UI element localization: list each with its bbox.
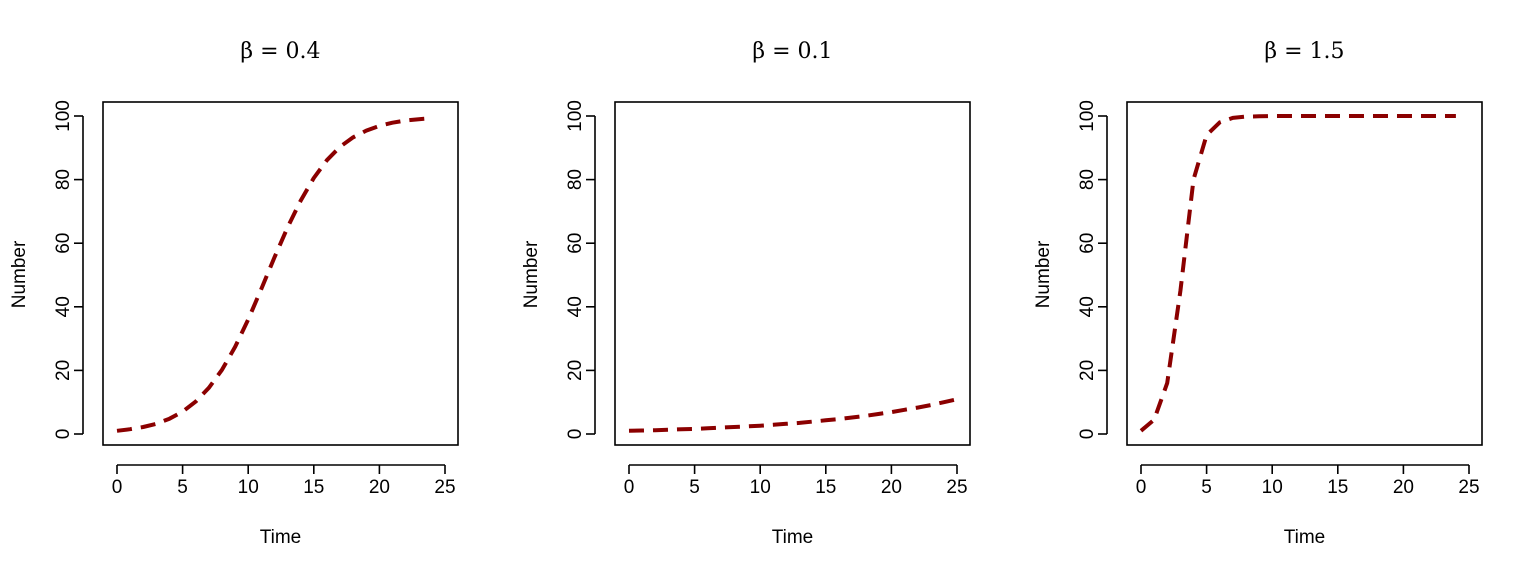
y-tick-label: 80 [1077, 169, 1098, 190]
y-axis-label: Number [1033, 240, 1054, 308]
x-tick-label: 10 [1262, 477, 1283, 498]
y-tick-label: 40 [565, 296, 586, 317]
x-axis-label: Time [1284, 527, 1326, 548]
series-line [628, 397, 958, 433]
x-tick-label: 10 [750, 477, 771, 498]
plot-frame [102, 101, 459, 446]
y-tick-label: 100 [53, 100, 74, 132]
series-line [116, 116, 433, 433]
y-tick-label: 20 [53, 360, 74, 381]
x-tick-label: 20 [881, 477, 902, 498]
y-axis-label: Number [521, 240, 542, 308]
x-axis-label: Time [260, 527, 302, 548]
chart-panel-1: β = 0.4 0 5 10 15 20 25 0 20 40 60 80 100 Time Number [9, 39, 459, 548]
y-tick-label: 0 [53, 429, 74, 440]
x-tick-label: 0 [112, 477, 123, 498]
x-axis-label: Time [772, 527, 814, 548]
x-tick-label: 15 [815, 477, 836, 498]
plot-frame [1126, 101, 1483, 446]
y-tick-label: 0 [565, 429, 586, 440]
x-tick-label: 20 [1393, 477, 1414, 498]
x-tick-label: 15 [303, 477, 324, 498]
y-tick-label: 20 [565, 360, 586, 381]
y-tick-label: 60 [1077, 233, 1098, 254]
x-tick-label: 0 [624, 477, 635, 498]
x-tick-label: 20 [369, 477, 390, 498]
y-tick-label: 80 [53, 169, 74, 190]
y-tick-label: 20 [1077, 360, 1098, 381]
y-tick-label: 40 [1077, 296, 1098, 317]
chart-title: β = 0.4 [240, 39, 320, 64]
x-tick-label: 25 [1458, 477, 1479, 498]
y-tick-label: 100 [565, 100, 586, 132]
chart-panel-2: β = 0.1 0 5 10 15 20 25 0 20 40 60 80 100 Time Number [521, 39, 971, 548]
y-tick-label: 100 [1077, 100, 1098, 132]
x-tick-label: 5 [177, 477, 188, 498]
y-axis-label: Number [9, 240, 30, 308]
x-tick-label: 25 [946, 477, 967, 498]
y-tick-label: 80 [565, 169, 586, 190]
x-tick-label: 0 [1136, 477, 1147, 498]
x-tick-label: 5 [1201, 477, 1212, 498]
x-tick-label: 15 [1327, 477, 1348, 498]
x-tick-label: 25 [434, 477, 455, 498]
x-tick-label: 5 [689, 477, 700, 498]
chart-title: β = 1.5 [1264, 39, 1344, 64]
y-tick-label: 60 [565, 233, 586, 254]
series-line [1139, 114, 1456, 433]
x-tick-label: 10 [238, 477, 259, 498]
chart-title: β = 0.1 [752, 39, 832, 64]
y-tick-label: 40 [53, 296, 74, 317]
plot-frame [614, 101, 971, 446]
y-tick-label: 0 [1077, 429, 1098, 440]
y-tick-label: 60 [53, 233, 74, 254]
chart-panel-3: β = 1.5 0 5 10 15 20 25 0 20 40 60 80 100 Time Number [1033, 39, 1483, 548]
